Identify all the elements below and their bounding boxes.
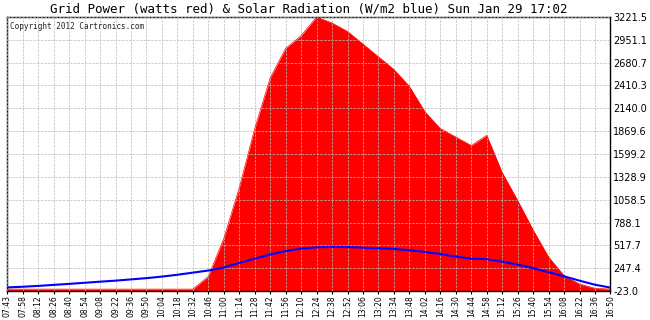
- Title: Grid Power (watts red) & Solar Radiation (W/m2 blue) Sun Jan 29 17:02: Grid Power (watts red) & Solar Radiation…: [50, 3, 567, 16]
- Text: Copyright 2012 Cartronics.com: Copyright 2012 Cartronics.com: [10, 22, 144, 31]
